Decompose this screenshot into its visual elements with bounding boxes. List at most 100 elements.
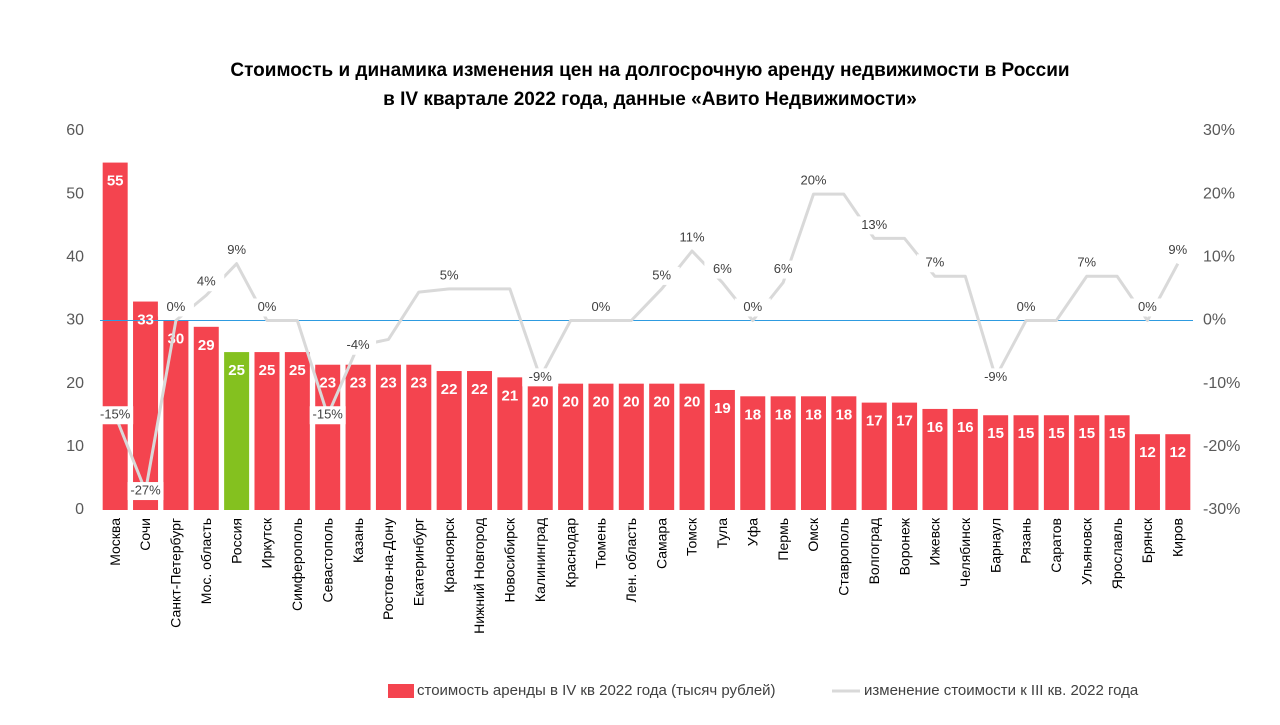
x-tick-label: Тула	[714, 518, 730, 549]
y2-tick-label: 0%	[1203, 312, 1226, 329]
chart-title: Стоимость и динамика изменения цен на до…	[230, 60, 1069, 81]
line-value-label: -15%	[97, 406, 134, 425]
x-tick-label: Екатеринбург	[410, 518, 426, 606]
bar	[861, 402, 887, 510]
x-tick-label: Иркутск	[259, 517, 275, 568]
y-tick-label: 60	[66, 122, 84, 139]
line-value-label: 7%	[1068, 254, 1105, 273]
x-tick-label: Россия	[228, 518, 244, 564]
bar	[254, 352, 280, 510]
label-bg	[1008, 298, 1045, 317]
bar-value-label: 25	[289, 362, 306, 379]
bar-value-label: 12	[1139, 444, 1156, 461]
x-tick-label: Севастополь	[319, 518, 335, 603]
x-tick-label: Красноярск	[441, 517, 457, 593]
line-value-label: -4%	[340, 336, 377, 355]
x-tick-label: Москва	[107, 518, 123, 566]
label-bg	[248, 298, 285, 317]
x-tick-label: Мос. область	[198, 518, 214, 604]
y2-tick-label: -30%	[1203, 501, 1240, 518]
line-value-text: -15%	[100, 407, 131, 422]
line-value-label: 0%	[582, 298, 619, 317]
bar	[1134, 434, 1160, 510]
label-bg	[765, 260, 802, 279]
x-tick-label: Ульяновск	[1078, 517, 1094, 585]
y-tick-label: 30	[66, 312, 84, 329]
bar	[800, 396, 826, 510]
y-tick-label: 50	[66, 185, 84, 202]
x-tick-label: Казань	[350, 518, 366, 563]
bar	[193, 326, 219, 510]
line-value-label: 0%	[1129, 298, 1166, 317]
x-tick-label: Ярославль	[1109, 518, 1125, 589]
line-value-label: 11%	[674, 229, 711, 248]
bar-value-label: 20	[593, 394, 610, 411]
bar	[1013, 415, 1039, 510]
bar-value-label: 18	[836, 406, 853, 423]
legend-swatch	[388, 684, 414, 698]
line-value-label: 0%	[248, 298, 285, 317]
label-bg	[127, 482, 164, 501]
bar	[922, 408, 948, 510]
y-tick-label: 40	[66, 249, 84, 266]
bar	[983, 415, 1009, 510]
legend-label: стоимость аренды в IV кв 2022 года (тыся…	[417, 682, 776, 699]
x-tick-label: Симферополь	[289, 518, 305, 611]
line-value-text: 7%	[1077, 255, 1096, 270]
x-tick-label: Томск	[684, 517, 700, 556]
bar	[1104, 415, 1130, 510]
bar-value-label: 16	[957, 419, 974, 436]
line-value-text: -4%	[347, 337, 371, 352]
line	[113, 192, 1180, 493]
line-value-label: 6%	[765, 260, 802, 279]
bar	[709, 389, 735, 510]
line-value-label: 0%	[734, 298, 771, 317]
x-tick-label: Нижний Новгород	[471, 518, 487, 634]
line-value-label: 0%	[1008, 298, 1045, 317]
label-bg	[1129, 298, 1166, 317]
bar-value-label: 23	[350, 375, 367, 392]
x-tick-label: Воронеж	[896, 517, 912, 575]
line-value-label: -9%	[977, 368, 1014, 387]
x-tick-label: Уфа	[744, 518, 760, 546]
bar-value-label: 23	[319, 375, 336, 392]
label-bg	[157, 298, 194, 317]
y2-tick-label: 30%	[1203, 122, 1235, 139]
y-tick-label: 20	[66, 375, 84, 392]
bar-value-label: 15	[1048, 425, 1065, 442]
bar	[588, 383, 614, 510]
bar	[1074, 415, 1100, 510]
bar-value-label: 25	[228, 362, 245, 379]
label-bg	[309, 406, 346, 425]
line-value-label: 20%	[795, 172, 832, 191]
bar-value-label: 33	[137, 312, 154, 329]
label-bg	[734, 298, 771, 317]
bar-value-label: 17	[896, 413, 913, 430]
chart-title: в IV квартале 2022 года, данные «Авито Н…	[383, 89, 917, 110]
x-tick-label: Челябинск	[957, 517, 973, 587]
legend-label: изменение стоимости к III кв. 2022 года	[864, 682, 1139, 699]
bar-value-label: 17	[866, 413, 883, 430]
label-bg	[916, 254, 953, 273]
y-tick-label: 0	[75, 501, 84, 518]
line-value-text: 6%	[774, 261, 793, 276]
line-value-label: -15%	[309, 406, 346, 425]
bar	[527, 383, 553, 510]
bar	[497, 377, 523, 510]
line-value-label: 5%	[643, 266, 680, 285]
bar	[406, 364, 432, 510]
line-value-text: 13%	[861, 217, 887, 232]
label-bg	[674, 229, 711, 248]
bar	[375, 364, 401, 510]
bar-value-label: 18	[775, 406, 792, 423]
line-value-text: -27%	[130, 482, 161, 497]
line-value-text: 4%	[197, 274, 216, 289]
line-value-label: 0%	[157, 298, 194, 317]
line-value-label: -9%	[522, 368, 559, 387]
line-value-text: 5%	[440, 267, 459, 282]
line-value-text: 5%	[652, 267, 671, 282]
x-tick-label: Ижевск	[927, 517, 943, 565]
bar	[1043, 415, 1069, 510]
line-value-label: 9%	[1159, 241, 1196, 260]
